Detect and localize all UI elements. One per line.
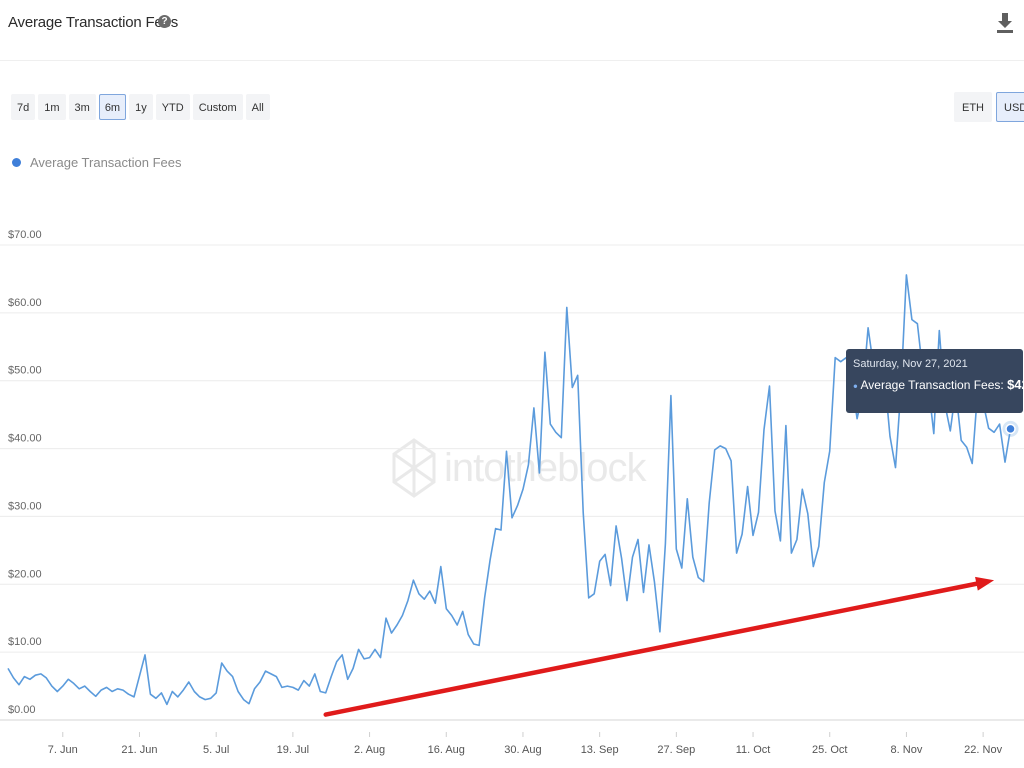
tooltip: Saturday, Nov 27, 2021 ● Average Transac… <box>846 349 1024 413</box>
x-tick-label: 19. Jul <box>277 744 309 756</box>
legend-dot-icon <box>12 158 21 167</box>
x-tick-label: 8. Nov <box>891 744 923 756</box>
tooltip-value: $42.90 <box>1007 377 1024 392</box>
range-6m-button[interactable]: 6m <box>98 94 127 120</box>
highlight-point <box>1002 420 1019 437</box>
x-tick-label: 21. Jun <box>121 744 157 756</box>
range-3m-button[interactable]: 3m <box>68 94 96 120</box>
legend-label: Average Transaction Fees <box>30 155 182 170</box>
x-tick-label: 11. Oct <box>736 744 771 756</box>
trend-arrow <box>323 576 995 717</box>
y-tick-label: $70.00 <box>8 229 42 241</box>
x-tick-label: 27. Sep <box>657 744 695 756</box>
y-tick-label: $50.00 <box>8 365 42 377</box>
watermark: intotheblock <box>392 438 646 498</box>
unit-usd-button[interactable]: USD <box>996 92 1024 122</box>
watermark-text: intotheblock <box>444 445 646 490</box>
x-axis-ticks: 7. Jun 21. Jun 5. Jul 19. Jul 2. Aug 16. Aug 3… <box>48 732 1003 756</box>
download-icon[interactable] <box>996 12 1014 34</box>
x-tick-label: 7. Jun <box>48 744 78 756</box>
y-tick-label: $0.00 <box>8 704 36 716</box>
trend-arrow-shaft <box>323 581 979 717</box>
x-tick-label: 5. Jul <box>203 744 229 756</box>
legend[interactable]: Average Transaction Fees <box>12 155 182 170</box>
range-1m-button[interactable]: 1m <box>38 94 66 120</box>
grid-lines <box>0 244 1024 721</box>
watermark-logo-icon <box>392 438 436 498</box>
unit-selector: ETH USD <box>954 92 1024 122</box>
y-tick-label: $20.00 <box>8 568 42 580</box>
question-icon[interactable]: ? <box>158 15 171 28</box>
range-1y-button[interactable]: 1y <box>129 94 153 120</box>
tooltip-label: Average Transaction Fees: <box>860 378 1004 392</box>
x-tick-label: 2. Aug <box>354 744 385 756</box>
range-ytd-button[interactable]: YTD <box>155 94 190 120</box>
range-all-button[interactable]: All <box>245 94 270 120</box>
tooltip-date: Saturday, Nov 27, 2021 <box>853 358 968 370</box>
range-selector: 7d 1m 3m 6m 1y YTD Custom All <box>11 94 270 120</box>
x-tick-label: 13. Sep <box>581 744 619 756</box>
y-tick-label: $40.00 <box>8 433 42 445</box>
range-custom-button[interactable]: Custom <box>192 94 243 120</box>
header-divider <box>0 60 1024 61</box>
y-tick-label: $10.00 <box>8 636 42 648</box>
highlight-dot[interactable] <box>1005 423 1016 435</box>
y-tick-label: $60.00 <box>8 297 42 309</box>
y-axis-ticks: $0.00 $10.00 $20.00 $30.00 $40.00 $50.00 $60.0… <box>8 229 42 716</box>
trend-arrow-head <box>975 576 995 591</box>
y-tick-label: $30.00 <box>8 500 42 512</box>
chart-title: Average Transaction Fees <box>8 14 179 31</box>
unit-eth-button[interactable]: ETH <box>954 92 992 122</box>
x-tick-label: 25. Oct <box>812 744 847 756</box>
x-tick-label: 22. Nov <box>964 744 1002 756</box>
range-7d-button[interactable]: 7d <box>11 94 36 120</box>
x-tick-label: 16. Aug <box>428 744 465 756</box>
x-tick-label: 30. Aug <box>504 744 541 756</box>
series-line <box>7 274 1012 706</box>
tooltip-dot-icon: ● <box>853 381 858 391</box>
